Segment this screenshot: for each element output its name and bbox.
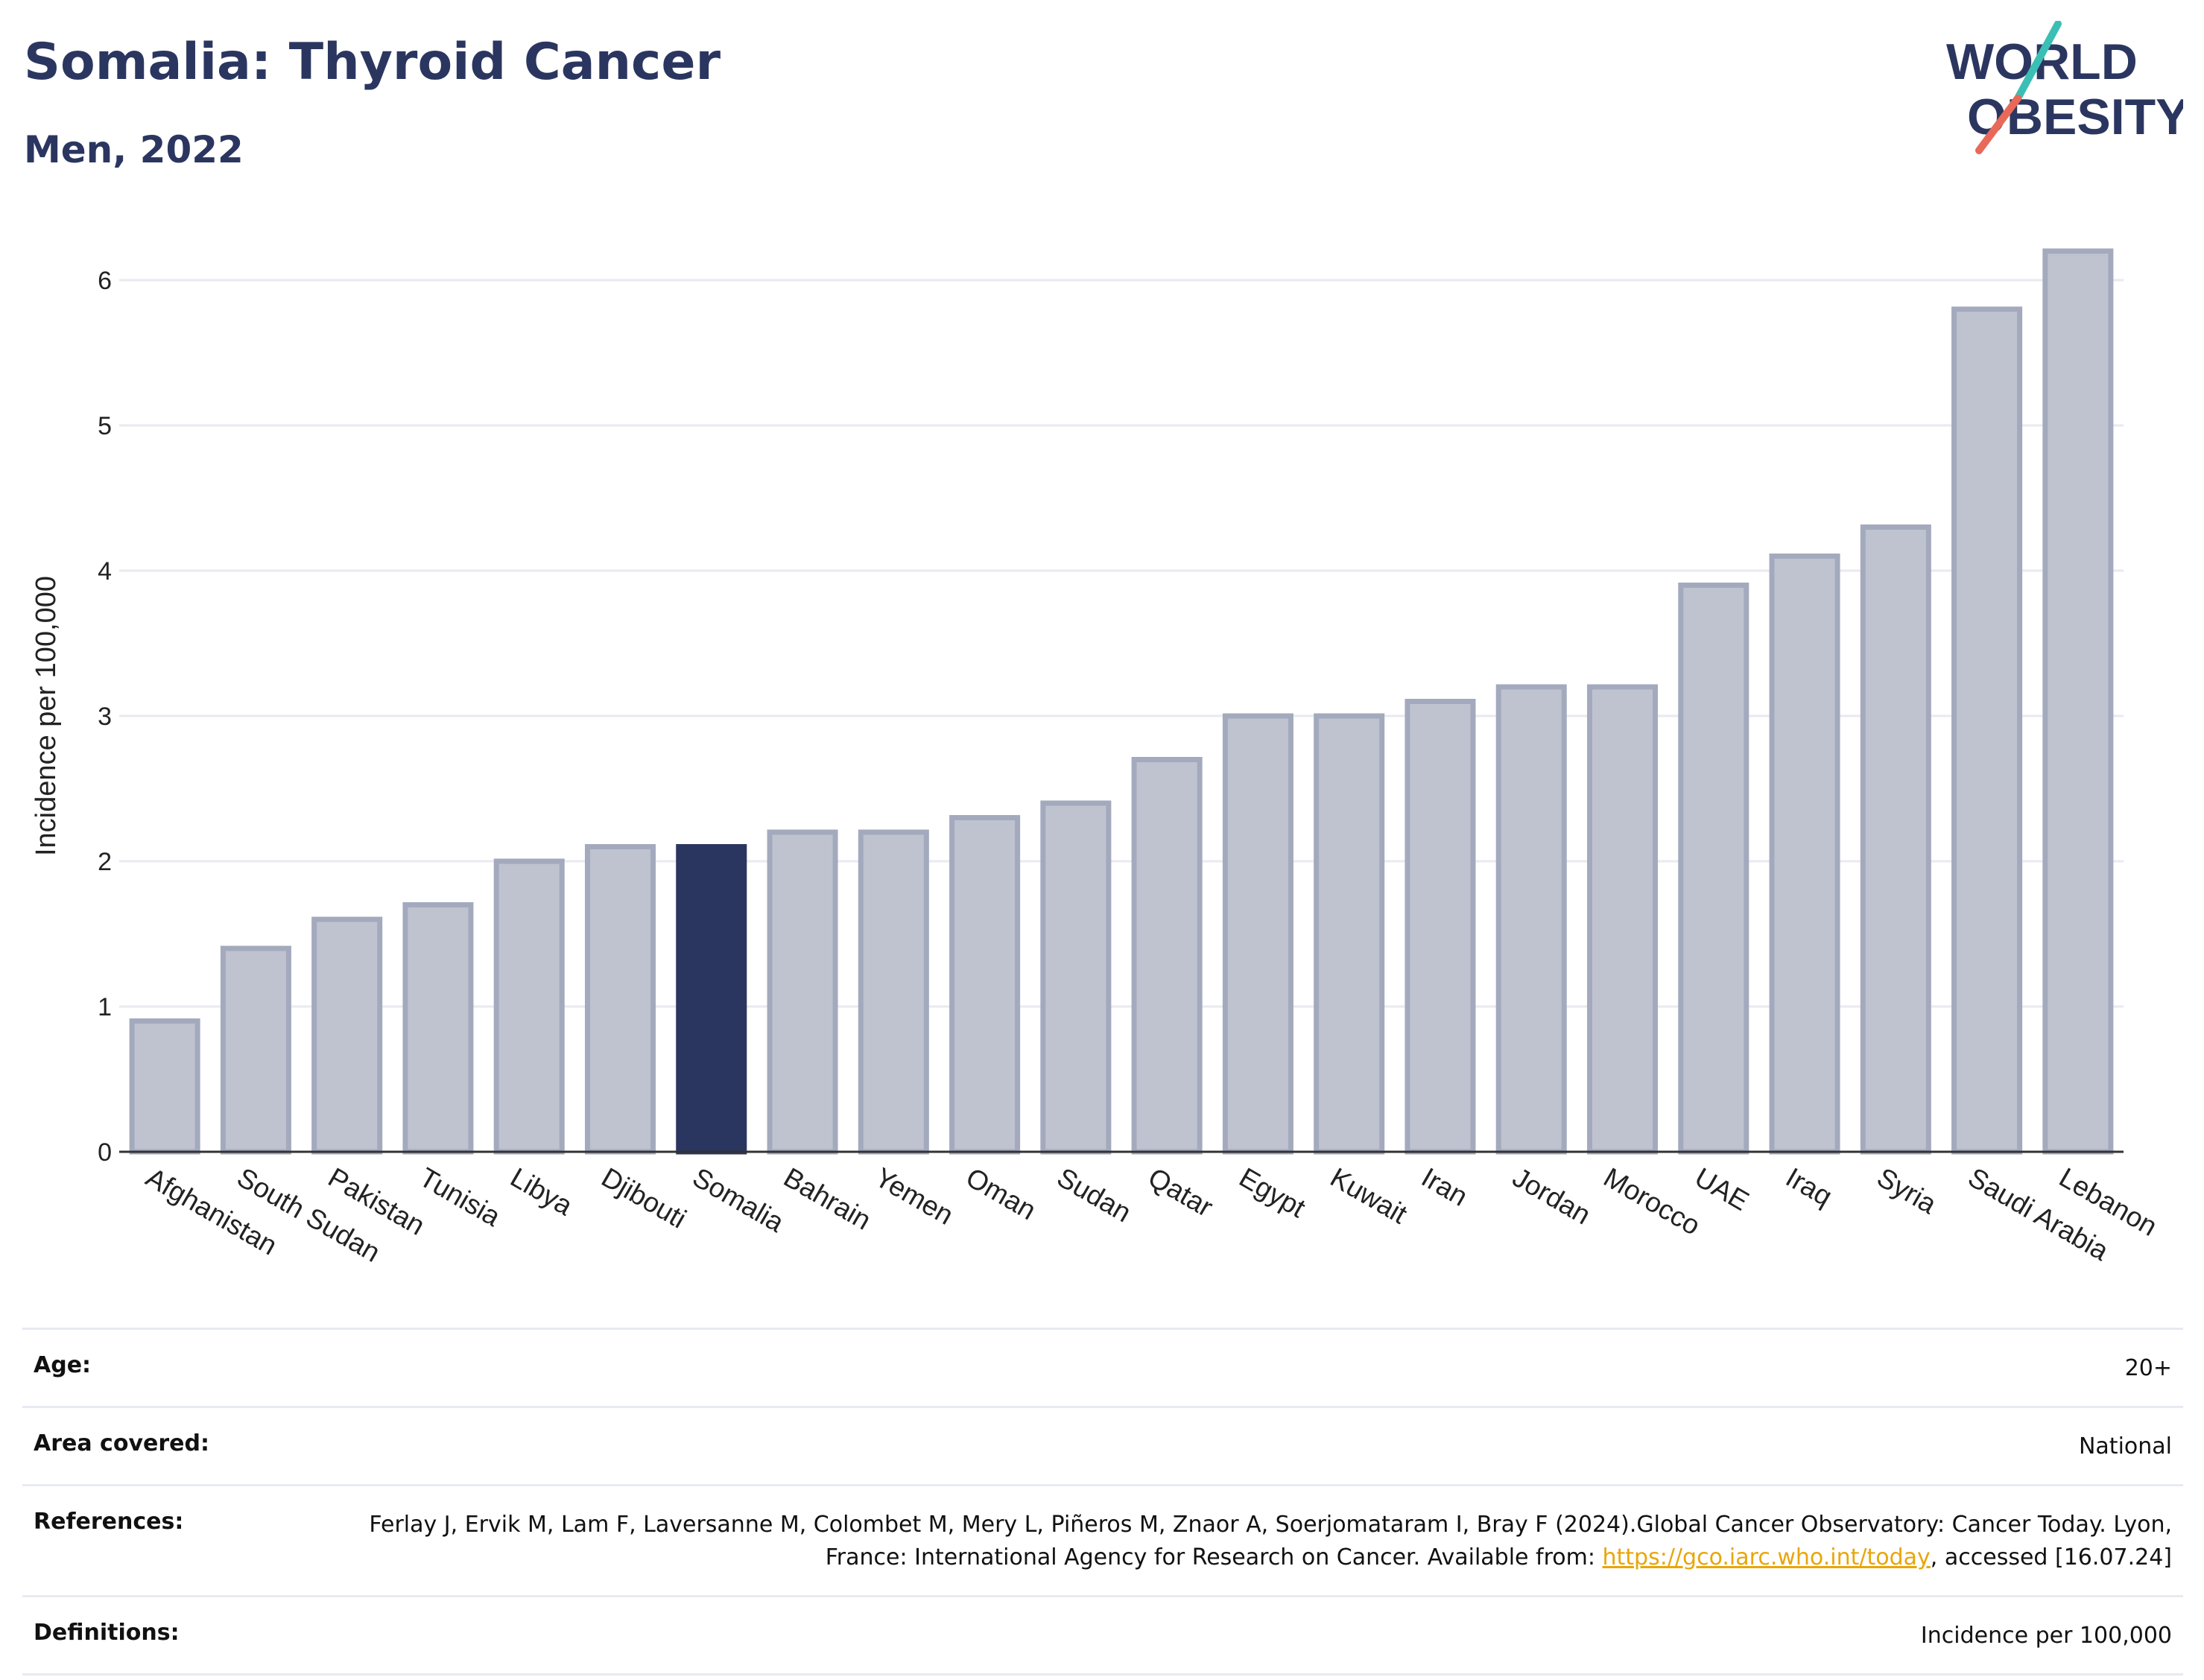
- references-label: References:: [34, 1509, 184, 1535]
- bar-yemen: [858, 829, 929, 1155]
- bar-syria: [1860, 524, 1931, 1155]
- references-text: Ferlay J, Ervik M, Lam F, Laversanne M, …: [369, 1512, 2172, 1570]
- info-row-definitions: Definitions: Incidence per 100,000: [22, 1595, 2183, 1676]
- info-row-area: Area covered: National: [22, 1406, 2183, 1484]
- y-tick-label: 5: [98, 412, 112, 440]
- info-table: Age: 20+ Area covered: National Referenc…: [22, 1328, 2183, 1676]
- x-tick-label: Sudan: [1052, 1161, 1136, 1228]
- references-suffix: , accessed [16.07.24]: [1930, 1544, 2172, 1570]
- x-tick-label: Iran: [1416, 1161, 1473, 1211]
- bar-sudan: [1040, 800, 1112, 1155]
- bar-bahrain: [767, 829, 838, 1155]
- x-tick-label: Kuwait: [1326, 1161, 1413, 1229]
- bar-iran: [1405, 699, 1476, 1155]
- bar-jordan: [1495, 684, 1567, 1155]
- bar-lebanon: [2042, 248, 2114, 1155]
- bar-afghanistan: [129, 1018, 200, 1155]
- bar-iraq: [1769, 554, 1840, 1155]
- bar-egypt: [1222, 713, 1293, 1155]
- world-obesity-logo: WORLD OBESITY: [1946, 21, 2183, 154]
- bar-qatar: [1131, 757, 1203, 1155]
- svg-text:WORLD: WORLD: [1946, 34, 2138, 90]
- bar-libya: [493, 858, 565, 1155]
- x-tick-label: Bahrain: [779, 1161, 876, 1235]
- area-value: National: [2078, 1433, 2172, 1459]
- page-subtitle: Men, 2022: [24, 128, 244, 171]
- bar-south-sudan: [220, 945, 291, 1155]
- y-tick-label: 4: [98, 557, 112, 586]
- bar-djibouti: [584, 844, 656, 1155]
- x-tick-label: Morocco: [1599, 1161, 1706, 1240]
- info-row-references: References: Ferlay J, Ervik M, Lam F, La…: [22, 1484, 2183, 1595]
- definitions-label: Definitions:: [34, 1620, 180, 1646]
- bar-somalia: [676, 844, 747, 1155]
- x-tick-label: Oman: [961, 1161, 1042, 1226]
- y-tick-label: 3: [98, 703, 112, 731]
- area-label: Area covered:: [34, 1430, 209, 1456]
- x-tick-label: Somalia: [688, 1161, 790, 1238]
- x-tick-label: Yemen: [870, 1161, 958, 1230]
- y-tick-label: 0: [98, 1138, 112, 1167]
- references-value: Ferlay J, Ervik M, Lam F, Laversanne M, …: [346, 1509, 2172, 1574]
- x-tick-label: Qatar: [1143, 1161, 1218, 1223]
- age-label: Age:: [34, 1352, 92, 1378]
- bar-tunisia: [402, 902, 474, 1155]
- y-tick-label: 2: [98, 848, 112, 876]
- bar-kuwait: [1314, 713, 1385, 1155]
- x-tick-label: Jordan: [1507, 1161, 1595, 1230]
- x-tick-label: Iraq: [1781, 1161, 1837, 1211]
- bar-saudi-arabia: [1951, 306, 2023, 1155]
- references-link[interactable]: https://gco.iarc.who.int/today: [1602, 1544, 1931, 1570]
- y-axis-title: Incidence per 100,000: [31, 576, 62, 856]
- bar-morocco: [1586, 684, 1659, 1155]
- x-tick-label: Egypt: [1234, 1161, 1311, 1223]
- age-value: 20+: [2124, 1355, 2172, 1381]
- info-row-age: Age: 20+: [22, 1328, 2183, 1406]
- bar-pakistan: [311, 916, 383, 1155]
- x-tick-label: Libya: [505, 1161, 577, 1221]
- bar-uae: [1678, 583, 1749, 1155]
- x-tick-label: Syria: [1872, 1161, 1942, 1220]
- bar-oman: [949, 815, 1021, 1155]
- x-tick-label: Tunisia: [414, 1161, 506, 1232]
- y-tick-label: 1: [98, 993, 112, 1021]
- y-tick-label: 6: [98, 267, 112, 295]
- x-tick-label: UAE: [1690, 1161, 1754, 1217]
- x-tick-label: Djibouti: [597, 1161, 691, 1234]
- definitions-value: Incidence per 100,000: [1920, 1623, 2172, 1649]
- page-title: Somalia: Thyroid Cancer: [24, 33, 721, 92]
